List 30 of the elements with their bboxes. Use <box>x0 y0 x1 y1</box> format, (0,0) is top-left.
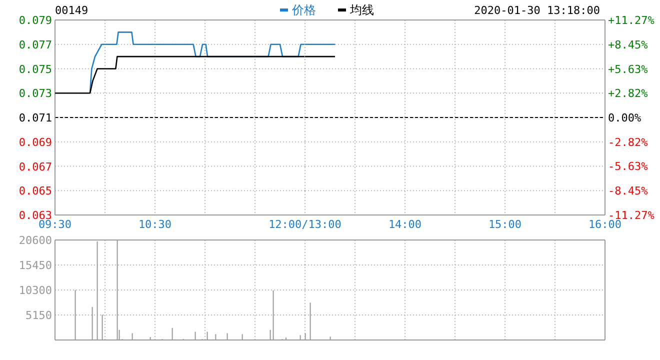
y-tick-label: 0.077 <box>18 38 52 52</box>
x-tick-label: 09:30 <box>38 218 72 231</box>
text: 2020-01-30 13:18:00 <box>474 4 600 17</box>
y2-tick-label: +8.45% <box>608 38 648 52</box>
x-tick-label: 15:00 <box>488 218 522 231</box>
y-tick-label: 0.073 <box>18 87 52 100</box>
y2-tick-label: +11.27% <box>608 14 655 27</box>
y-tick-label: 20600 <box>18 234 52 247</box>
y-tick-label: 0.069 <box>18 136 52 149</box>
x-tick-label: 14:00 <box>388 218 422 231</box>
y2-tick-label: -5.63% <box>608 160 648 174</box>
y-tick-label: 15450 <box>18 259 52 272</box>
y2-tick-label: +2.82% <box>608 87 648 100</box>
y2-tick-label: -8.45% <box>608 184 648 198</box>
y2-tick-label: 0.00% <box>608 112 642 124</box>
y-tick-label: 0.079 <box>18 14 52 27</box>
y-tick-label: 0.065 <box>18 184 52 198</box>
chart-title: 00149 <box>55 4 88 17</box>
y-tick-label: 0.075 <box>18 62 52 76</box>
y2-tick-label: +5.63% <box>608 62 648 76</box>
x-tick-label: 16:00 <box>588 218 622 231</box>
legend-label: 价格 <box>291 3 316 17</box>
x-tick-label: 12:00/13:00 <box>268 218 342 231</box>
x-tick-label: 10:30 <box>138 218 172 231</box>
legend-label: 均线 <box>349 3 374 17</box>
y2-tick-label: -2.82% <box>608 136 648 149</box>
y-tick-label: 5150 <box>26 309 52 322</box>
y-tick-label: 0.067 <box>18 160 52 174</box>
y-tick-label: 0.071 <box>18 112 52 124</box>
y-tick-label: 10300 <box>18 284 52 297</box>
